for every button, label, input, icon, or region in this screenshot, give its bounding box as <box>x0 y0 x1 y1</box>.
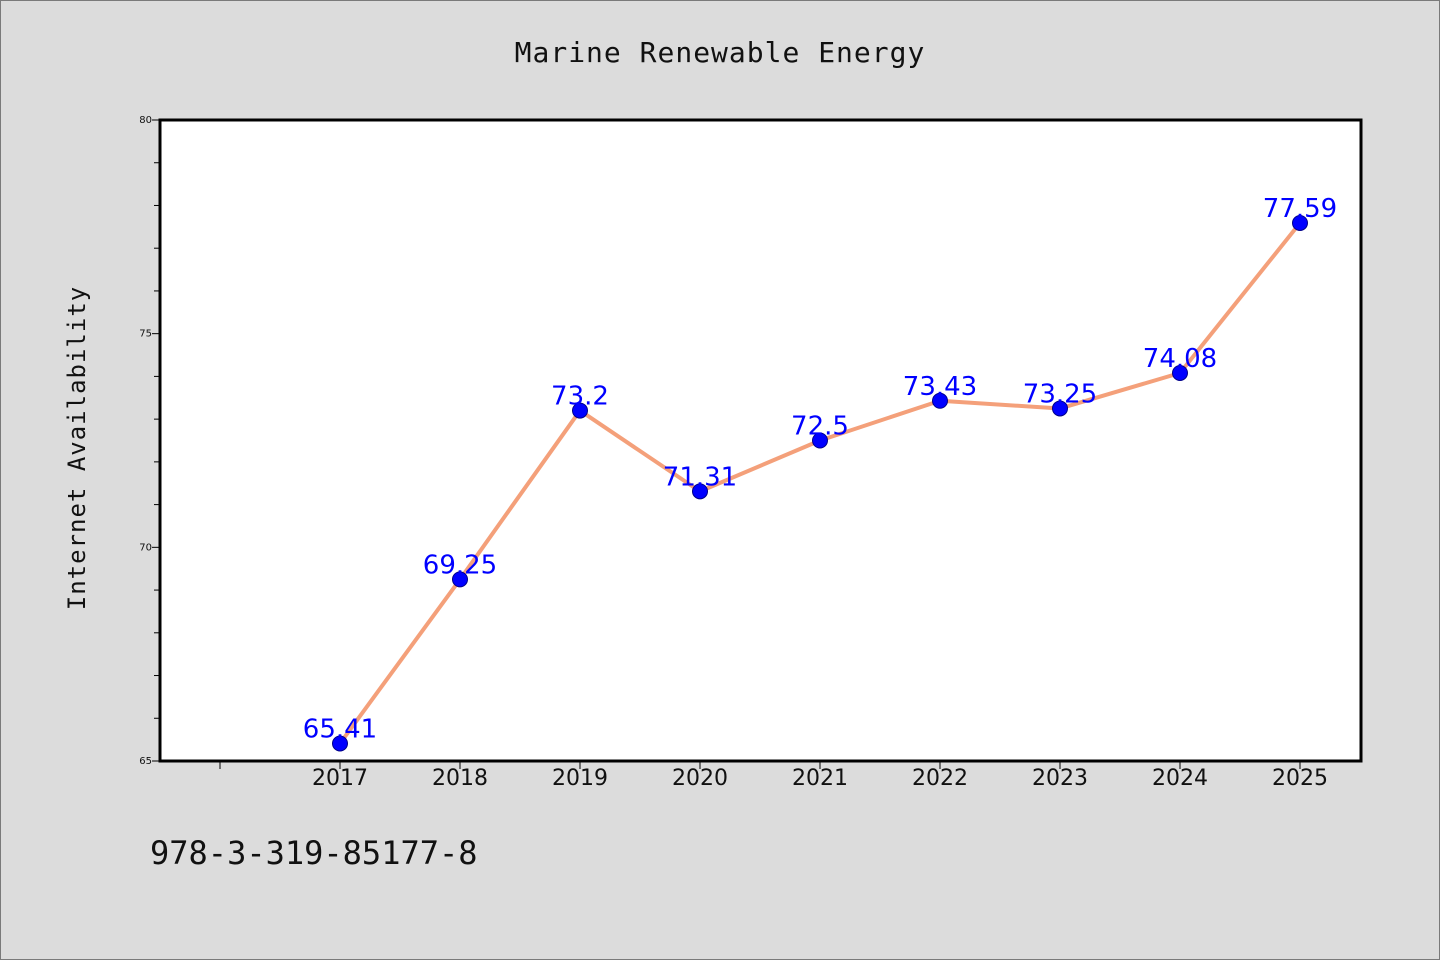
data-point <box>332 735 348 752</box>
plot-border <box>158 118 1363 763</box>
data-point <box>692 483 708 500</box>
x-tick-label: 2019 <box>552 766 608 791</box>
y-axis: 65 70 75 80 <box>139 115 160 767</box>
data-labels: 65.41 69.25 73.2 71.31 72.5 73.43 73.25 74.08 77… <box>303 194 1337 744</box>
data-label: 73.2 <box>551 382 609 412</box>
data-label: 73.43 <box>903 372 977 402</box>
data-label: 71.31 <box>663 462 737 492</box>
data-point <box>1172 364 1188 381</box>
x-axis: 2017 2018 2019 2020 2021 2022 2023 2024 2025 <box>219 761 1328 791</box>
footer-identifier: 978-3-319-85177-8 <box>150 834 478 872</box>
data-point <box>812 432 828 449</box>
y-tick-label: 80 <box>139 115 152 126</box>
plot-area <box>160 120 1361 761</box>
x-tick-label: 2025 <box>1272 766 1328 791</box>
x-tick-label: 2020 <box>672 766 728 791</box>
x-tick-label: 2018 <box>432 766 488 791</box>
x-tick-label: 2024 <box>1152 766 1208 791</box>
data-label: 73.25 <box>1023 379 1097 409</box>
y-tick-label: 70 <box>139 542 152 553</box>
data-markers <box>332 214 1308 752</box>
data-label: 74.08 <box>1143 344 1217 374</box>
data-point <box>1052 400 1068 417</box>
data-point <box>452 571 468 588</box>
x-tick-label: 2022 <box>912 766 968 791</box>
y-tick-label: 65 <box>139 756 152 767</box>
data-label: 65.41 <box>303 714 377 744</box>
y-tick-label: 75 <box>139 329 152 340</box>
data-point <box>932 392 948 409</box>
data-label: 69.25 <box>423 550 497 580</box>
data-point <box>1292 214 1308 231</box>
x-tick-label: 2021 <box>792 766 848 791</box>
chart-title: Marine Renewable Energy <box>514 36 926 69</box>
data-label: 77.59 <box>1263 194 1337 224</box>
data-label: 72.5 <box>791 412 849 442</box>
x-tick-label: 2023 <box>1032 766 1088 791</box>
x-tick-label: 2017 <box>312 766 368 791</box>
data-point <box>572 402 588 419</box>
